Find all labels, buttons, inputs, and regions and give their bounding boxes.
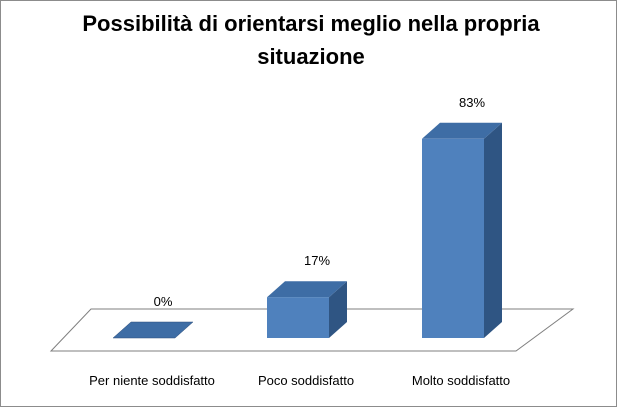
chart-title: Possibilità di orientarsi meglio nella p… <box>82 11 540 69</box>
data-label: 17% <box>304 253 330 268</box>
data-label: 83% <box>459 95 485 110</box>
bar-molto-soddisfatto <box>422 122 502 338</box>
category-label: Molto soddisfatto <box>412 373 510 388</box>
category-label: Poco soddisfatto <box>258 373 354 388</box>
bar-per-niente-soddisfatto <box>112 321 194 339</box>
data-label: 0% <box>154 294 173 309</box>
bar-poco-soddisfatto <box>267 281 347 338</box>
category-label: Per niente soddisfatto <box>89 373 215 388</box>
